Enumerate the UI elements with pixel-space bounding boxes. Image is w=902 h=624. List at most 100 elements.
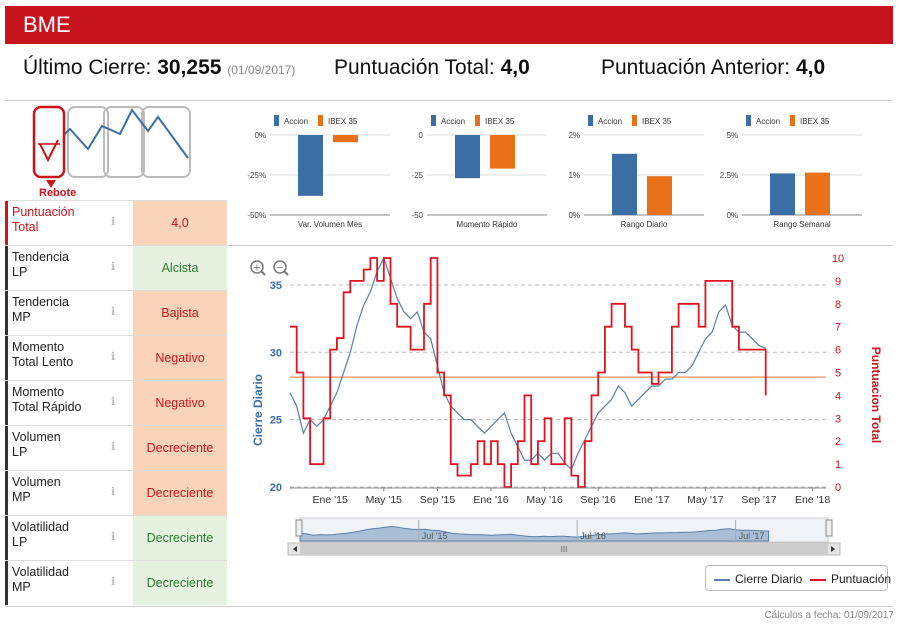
y-right-tick: 5 (835, 368, 841, 380)
rating-value: Alcista (133, 246, 227, 290)
summary-bar: Último Cierre: 30,255 (01/09/2017) Puntu… (0, 56, 902, 92)
legend-close-line (714, 578, 730, 581)
legend-accion-swatch (274, 115, 279, 126)
rating-label: Puntuación Total (5, 201, 133, 245)
app-header: BME (5, 6, 893, 44)
mini-bar-chart: Accion IBEX 35 0% -25% -50% Var. Volumen Mes (247, 115, 390, 229)
rating-value: Decreciente (133, 471, 227, 515)
navigator-left-handle[interactable] (295, 519, 303, 537)
legend-ibex: IBEX 35 (800, 117, 830, 126)
navigator-scroll-thumb[interactable] (300, 544, 828, 554)
legend-accion-swatch (431, 115, 436, 126)
info-icon[interactable]: ℹ (111, 441, 116, 453)
y-left-tick: 25 (270, 415, 282, 427)
legend-ibex-swatch (632, 115, 637, 126)
tick-label: 2% (568, 131, 580, 140)
rating-value: 4,0 (133, 201, 227, 245)
y-right-tick: 7 (835, 322, 841, 334)
tick-label: -25% (247, 171, 266, 180)
rating-value: Decreciente (133, 516, 227, 560)
bar-accion (455, 135, 480, 179)
tick-label: 0% (254, 131, 266, 140)
mini-bar-chart: Accion IBEX 35 5% 2.5% 0% Rango Semanal (720, 115, 862, 229)
legend-score[interactable]: Puntuación (810, 572, 891, 586)
last-close-value: 30,255 (157, 56, 222, 79)
tick-label: -25 (411, 171, 423, 180)
x-tick-label: May '17 (687, 494, 724, 506)
navigator[interactable]: Jul '15 Jul '16 Jul '17 III (287, 517, 841, 556)
tick-label: 0 (419, 131, 424, 140)
previous-score: Puntuación Anterior: 4,0 (601, 56, 826, 79)
previous-score-value: 4,0 (795, 56, 826, 79)
info-icon[interactable]: ℹ (111, 396, 116, 408)
navigator-label: Jul '15 (422, 531, 448, 541)
tick-label: 0% (726, 211, 738, 220)
y-right-tick: 4 (835, 390, 841, 402)
rating-value: Negativo (133, 336, 227, 380)
legend-ibex-swatch (318, 115, 323, 126)
rating-row: Volumen LP ℹ Decreciente (5, 425, 227, 470)
y-right-tick: 0 (835, 482, 841, 494)
y-right-tick: 6 (835, 345, 841, 357)
rating-row: Tendencia LP ℹ Alcista (5, 245, 227, 290)
navigator-label: Jul '17 (739, 531, 765, 541)
rating-row: Momento Total Rápido ℹ Negativo (5, 380, 227, 425)
price-score-chart: + − 20 25 30 35 0 1 2 3 4 5 6 7 8 9 10 Ene '15 May '15 Se… (250, 253, 883, 556)
legend-accion: Accion (284, 117, 308, 126)
rating-row: Volatilidad LP ℹ Decreciente (5, 515, 227, 560)
mini-chart-caption: Var. Volumen Mes (298, 220, 362, 229)
y-right-tick: 9 (835, 276, 841, 288)
y-axis-right-label: Puntuacion Total (869, 347, 883, 443)
divider (5, 100, 893, 101)
chart-legend[interactable]: Cierre Diario Puntuación (705, 565, 891, 591)
mini-chart-caption: Rango Diario (621, 220, 668, 229)
bar-ibex (647, 176, 672, 215)
last-close-date: (01/09/2017) (227, 63, 296, 77)
bar-accion (298, 135, 323, 196)
zoom-out-icon: − (276, 263, 284, 274)
navigator-right-handle[interactable] (825, 519, 833, 537)
info-icon[interactable]: ℹ (111, 351, 116, 363)
navigator-label: Jul '16 (580, 531, 606, 541)
legend-accion-swatch (746, 115, 751, 126)
mini-bar-chart: Accion IBEX 35 0 -25 -50 Momento Rápido (411, 115, 547, 229)
legend-score-line (810, 578, 826, 581)
legend-accion: Accion (598, 117, 622, 126)
x-tick-label: Sep '16 (581, 494, 616, 506)
rating-label: Volatilidad MP (5, 561, 133, 605)
info-icon[interactable]: ℹ (111, 486, 116, 498)
pattern-icon: Rebote (32, 105, 191, 198)
info-icon[interactable]: ℹ (111, 531, 116, 543)
close-price-line (289, 256, 766, 471)
legend-accion: Accion (441, 117, 465, 126)
x-tick-label: Ene '17 (634, 494, 669, 506)
x-tick-label: Ene '18 (795, 494, 830, 506)
scroll-right-icon[interactable] (831, 546, 835, 552)
bar-ibex (333, 135, 358, 143)
rating-value: Bajista (133, 291, 227, 335)
legend-close[interactable]: Cierre Diario (714, 572, 802, 586)
y-right-tick: 3 (835, 413, 841, 425)
rating-row: Puntuación Total ℹ 4,0 (5, 200, 227, 245)
zoom-out-button[interactable]: − (273, 260, 289, 276)
tick-label: -50 (411, 211, 423, 220)
info-icon[interactable]: ℹ (111, 306, 116, 318)
x-tick-label: May '16 (526, 494, 563, 506)
info-icon[interactable]: ℹ (111, 216, 116, 228)
scroll-grip-icon: III (561, 545, 568, 554)
rating-label: Tendencia LP (5, 246, 133, 290)
zoom-in-icon: + (253, 263, 261, 274)
info-icon[interactable]: ℹ (111, 261, 116, 273)
rating-row: Momento Total Lento ℹ Negativo (5, 335, 227, 380)
scroll-left-icon[interactable] (293, 546, 297, 552)
rating-label: Momento Total Rápido (5, 381, 133, 425)
bar-accion (612, 153, 637, 215)
y-right-tick: 1 (835, 459, 841, 471)
info-icon[interactable]: ℹ (111, 576, 116, 588)
y-left-tick: 20 (270, 482, 282, 494)
zoom-in-button[interactable]: + (250, 260, 266, 276)
mini-chart-caption: Rango Semanal (773, 220, 831, 229)
legend-ibex-swatch (475, 115, 480, 126)
rating-label: Tendencia MP (5, 291, 133, 335)
rating-label: Volumen MP (5, 471, 133, 515)
